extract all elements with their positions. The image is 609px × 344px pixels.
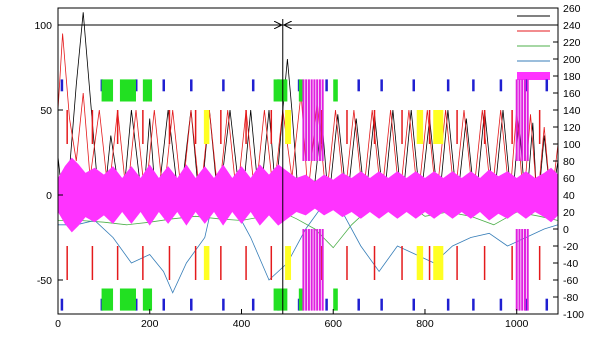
green-block: [119, 288, 136, 311]
dy-line: [58, 185, 559, 294]
yellow-block: [416, 246, 424, 280]
blue-marker: [190, 298, 193, 311]
blue-marker: [222, 298, 225, 311]
blue-marker: [190, 79, 193, 92]
blue-marker: [251, 298, 255, 311]
right-tick-label: 260: [563, 3, 581, 15]
blue-marker: [134, 79, 138, 92]
yellow-block: [285, 246, 292, 280]
green-block: [142, 79, 153, 102]
right-tick-label: 160: [563, 88, 581, 100]
right-tick-label: 40: [563, 190, 575, 202]
green-block: [142, 288, 153, 311]
blue-marker: [325, 79, 328, 92]
yellow-block: [285, 110, 292, 144]
beta-panel: 260240220200180160140120100806040200-20-…: [57, 3, 584, 321]
right-tick-label: 240: [563, 20, 581, 32]
right-tick-label: 80: [563, 156, 575, 168]
blue-marker: [499, 79, 503, 92]
blue-marker: [380, 298, 383, 311]
yellow-block: [416, 110, 424, 144]
green-block: [273, 288, 288, 311]
right-tick-label: 60: [563, 173, 575, 185]
right-tick-label: 20: [563, 207, 575, 219]
blue-marker: [446, 79, 450, 92]
blue-marker: [357, 79, 360, 92]
green-block: [298, 79, 304, 102]
right-tick-label: 220: [563, 37, 581, 49]
green-block: [101, 79, 114, 102]
blue-marker: [472, 298, 475, 311]
right-tick-label: 120: [563, 122, 581, 134]
blue-marker: [499, 298, 503, 311]
beam-envelope: [58, 157, 558, 233]
green-block: [333, 288, 338, 311]
x-tick-label: 0: [55, 318, 61, 330]
blue-marker: [472, 79, 475, 92]
blue-marker: [162, 298, 166, 311]
green-block: [273, 79, 288, 102]
right-tick-label: -60: [563, 275, 578, 287]
yellow-block: [203, 110, 210, 144]
right-tick-label: 0: [563, 224, 569, 236]
x-tick-label: 800: [416, 318, 434, 330]
y-tick-label: -50: [37, 275, 52, 287]
blue-marker: [446, 298, 450, 311]
right-tick-label: 200: [563, 54, 581, 66]
aperture-panel: 0 200 400 600 800 1000 100 50 0 -50: [34, 7, 559, 330]
blue-marker: [251, 79, 255, 92]
blue-marker: [524, 79, 528, 92]
blue-marker: [325, 298, 328, 311]
x-tick-label: 600: [324, 318, 342, 330]
right-tick-label: 180: [563, 71, 581, 83]
blue-marker: [222, 79, 225, 92]
blue-marker: [380, 79, 383, 92]
right-tick-label: -40: [563, 258, 578, 270]
blue-marker: [60, 298, 64, 311]
blue-marker: [60, 79, 64, 92]
blue-marker: [357, 298, 360, 311]
green-block: [119, 79, 136, 102]
yellow-block: [433, 246, 444, 280]
right-tick-label: -20: [563, 241, 578, 253]
blue-marker: [412, 79, 416, 92]
blue-marker: [134, 298, 138, 311]
blue-marker: [162, 79, 166, 92]
blue-marker: [545, 79, 549, 92]
green-block: [333, 79, 338, 102]
blue-marker: [524, 298, 528, 311]
yellow-block: [433, 110, 444, 144]
green-block: [298, 288, 304, 311]
right-tick-label: -100: [563, 309, 584, 321]
legend-envelope-swatch: [517, 72, 550, 80]
y-tick-label: 50: [40, 105, 52, 117]
y-tick-label: 0: [46, 190, 52, 202]
right-tick-label: 100: [563, 139, 581, 151]
blue-marker: [545, 298, 549, 311]
y-tick-label: 100: [34, 20, 52, 32]
yellow-block: [203, 246, 210, 280]
right-tick-label: 140: [563, 105, 581, 117]
x-tick-label: 200: [141, 318, 159, 330]
x-tick-label: 1000: [505, 318, 529, 330]
x-tick-label: 400: [233, 318, 251, 330]
green-block: [101, 288, 114, 311]
right-tick-label: -80: [563, 292, 578, 304]
blue-marker: [412, 298, 416, 311]
plot-frame: [57, 7, 559, 315]
